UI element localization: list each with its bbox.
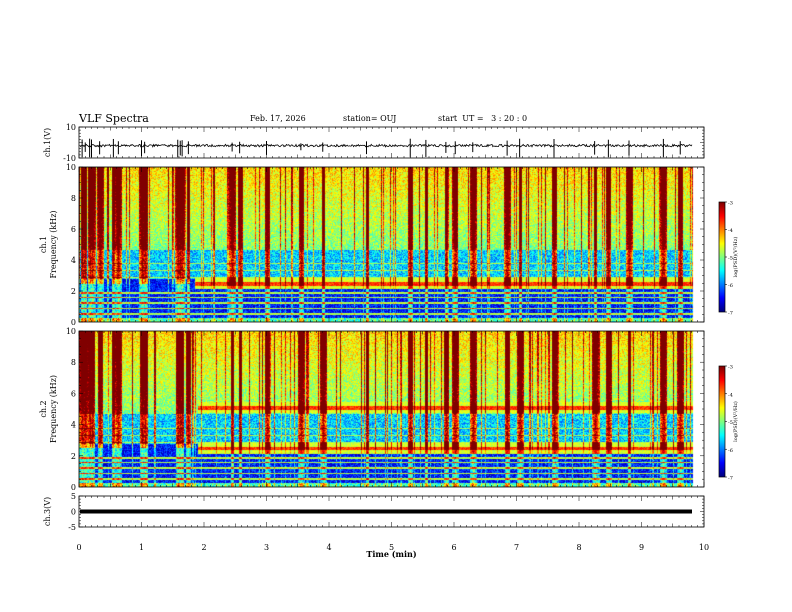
colorbar-label: log(PSD)(V²/Hz) [732,237,739,278]
colorbar-tick-label: -7 [728,311,733,317]
colorbar-tick-label: -7 [728,476,733,482]
colorbar-tick-label: -5 [728,420,733,426]
y-tick-label: 10 [66,123,76,132]
spectrogram-ch2 [79,331,704,487]
x-tick-label: 3 [264,543,269,552]
colorbar-tick-label: -3 [728,365,733,371]
y-tick-label: 2 [71,452,76,461]
figure-start-time: start UT = 3 : 20 : 0 [438,114,528,123]
y-tick-label: 4 [71,421,76,430]
y-tick-label: -5 [68,523,76,532]
colorbar-label: log(PSD)(V²/Hz) [732,401,739,442]
y-axis-label: ch.3(V) [43,497,52,526]
y-tick-label: 4 [71,256,76,265]
y-tick-label: 0 [71,318,76,327]
y-tick-label: 6 [71,389,76,398]
x-tick-label: 7 [514,543,519,552]
x-tick-label: 5 [389,543,394,552]
x-tick-label: 1 [139,543,144,552]
y-tick-label: -10 [63,154,76,163]
colorbar-tick-label: -6 [728,283,733,289]
y-tick-label: 0 [71,508,76,517]
figure-station: station= OUJ [343,114,397,123]
colorbar-ch1 [719,202,725,312]
y-tick-label: 8 [71,358,76,367]
x-tick-label: 4 [326,543,331,552]
y-axis-label-channel: ch.2 [39,400,48,417]
y-tick-label: 6 [71,225,76,234]
figure-date: Feb. 17, 2026 [250,114,306,123]
y-tick-label: 10 [66,163,76,172]
y-tick-label: 0 [71,483,76,492]
colorbar-tick-label: -3 [728,201,733,207]
y-axis-label: ch.1(V) [43,128,52,157]
colorbar-tick-label: -4 [728,228,733,234]
x-tick-label: 2 [201,543,206,552]
x-tick-label: 0 [76,543,81,552]
y-axis-label: Frequency (kHz) [49,210,58,278]
x-tick-label: 6 [451,543,456,552]
y-tick-label: 10 [66,327,76,336]
x-tick-label: 9 [639,543,644,552]
spectrogram-ch1 [79,167,704,322]
colorbar-tick-label: -6 [728,448,733,454]
x-tick-label: 10 [699,543,709,552]
figure-title: VLF Spectra [79,112,149,125]
y-tick-label: 5 [71,492,76,501]
colorbar-ch2 [719,366,725,477]
colorbar-tick-label: -4 [728,392,733,398]
ch1-waveform-trace [79,143,693,148]
y-axis-label-channel: ch.1 [39,236,48,253]
y-tick-label: 2 [71,287,76,296]
x-tick-label: 8 [576,543,581,552]
y-axis-label: Frequency (kHz) [49,375,58,443]
colorbar-tick-label: -5 [728,256,733,262]
y-tick-label: 8 [71,194,76,203]
x-axis-label: Time (min) [366,549,416,559]
